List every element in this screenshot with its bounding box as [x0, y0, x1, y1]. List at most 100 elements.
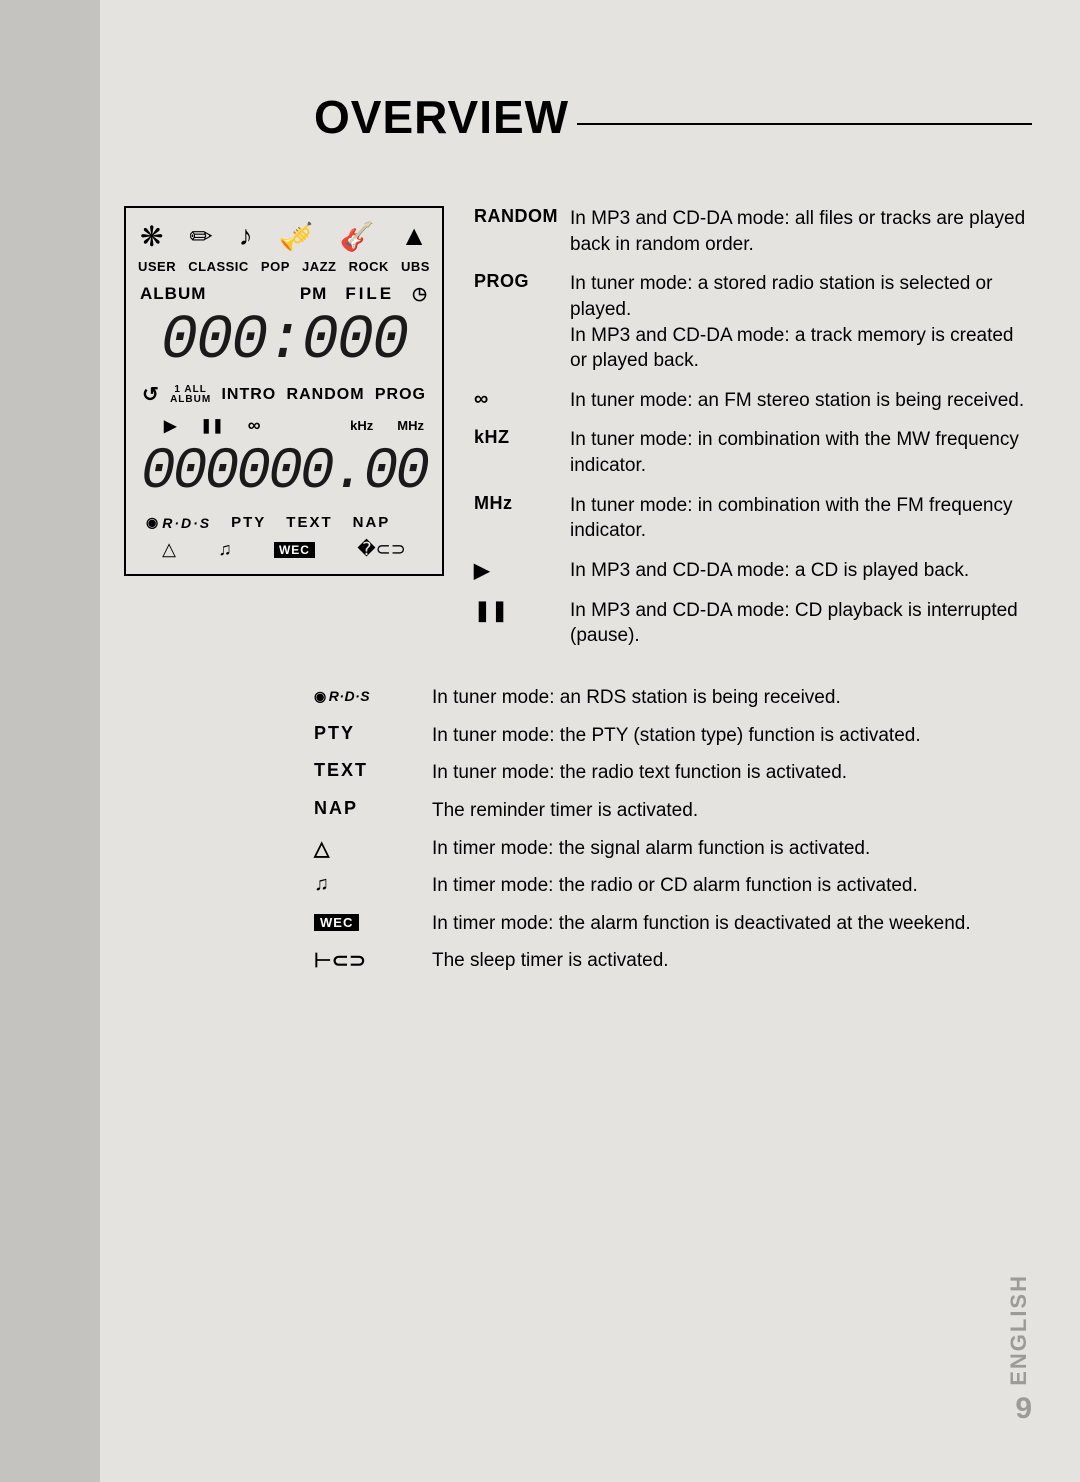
label-nap: NAP [353, 514, 391, 531]
title-rule [577, 123, 1032, 125]
wec-badge: WEC [314, 914, 359, 931]
def-lower-desc: In timer mode: the alarm function is dea… [432, 911, 1032, 937]
def-lower-row: ♫In timer mode: the radio or CD alarm fu… [314, 873, 1032, 899]
def-right-desc: In MP3 and CD-DA mode: CD playback is in… [570, 598, 1032, 649]
bell-icon: △ [162, 539, 176, 560]
segment-time: 000:000 [136, 308, 432, 378]
lcd-eq-labels: USER CLASSIC POP JAZZ ROCK UBS [136, 259, 432, 284]
eq-user-icon: ❋ [140, 220, 163, 253]
def-right-term: ∞ [474, 388, 570, 414]
def-lower-desc: In timer mode: the signal alarm function… [432, 836, 1032, 862]
def-lower-row: TEXTIn tuner mode: the radio text functi… [314, 760, 1032, 786]
label-pm: PM [300, 284, 328, 304]
footer-language: ENGLISH [1006, 1274, 1032, 1386]
def-right-desc: In tuner mode: an FM stereo station is b… [570, 388, 1032, 414]
definitions-lower: R·D·S In tuner mode: an RDS station is be… [314, 685, 1032, 974]
label-mhz: MHz [397, 418, 424, 433]
def-lower-desc: In tuner mode: the PTY (station type) fu… [432, 723, 1032, 749]
repeat-stack: 1 ALL ALBUM [170, 385, 211, 405]
footer-page-number: 9 [1006, 1392, 1032, 1426]
label-khz: kHz [350, 418, 373, 433]
definitions-right: RANDOMIn MP3 and CD-DA mode: all files o… [474, 206, 1032, 663]
def-right-row: ❚❚In MP3 and CD-DA mode: CD playback is … [474, 598, 1032, 649]
def-lower-row: ⊢⊂⊃The sleep timer is activated. [314, 948, 1032, 974]
lcd-display: ❋ ✏ ♪ 🎺 🎸 ▲ USER CLASSIC POP JAZZ ROCK U… [124, 206, 444, 576]
def-right-row: PROGIn tuner mode: a stored radio statio… [474, 271, 1032, 374]
def-lower-desc: In tuner mode: the radio text function i… [432, 760, 1032, 786]
page-footer: ENGLISH 9 [1006, 1274, 1032, 1426]
def-lower-desc: The reminder timer is activated. [432, 798, 1032, 824]
label-user: USER [138, 259, 176, 274]
def-right-desc: In MP3 and CD-DA mode: all files or trac… [570, 206, 1032, 257]
def-lower-term: PTY [314, 723, 432, 749]
def-lower-term: NAP [314, 798, 432, 824]
label-ubs: UBS [401, 259, 430, 274]
lcd-play-row: ▶ ❚❚ ∞ kHz MHz [136, 415, 432, 442]
rds-icon: R·D·S [146, 514, 211, 531]
def-right-row: ∞In tuner mode: an FM stereo station is … [474, 388, 1032, 414]
def-lower-desc: In tuner mode: an RDS station is being r… [432, 685, 1032, 711]
label-prog: PROG [375, 386, 426, 404]
def-lower-row: NAPThe reminder timer is activated. [314, 798, 1032, 824]
def-right-term: RANDOM [474, 206, 570, 257]
def-right-desc: In tuner mode: in combination with the F… [570, 493, 1032, 544]
label-intro: INTRO [221, 386, 276, 404]
def-lower-term: WEC [314, 911, 432, 937]
page-title: OVERVIEW [314, 90, 569, 144]
label-random: RANDOM [287, 386, 365, 404]
segment-freq: 000000.00 [136, 442, 432, 508]
def-lower-term: R·D·S [314, 685, 432, 711]
def-right-desc: In MP3 and CD-DA mode: a CD is played ba… [570, 558, 1032, 584]
play-icon: ▶ [164, 416, 176, 436]
repeat-icon: ↺ [142, 382, 160, 407]
eq-jazz-icon: 🎺 [279, 220, 314, 253]
def-right-term: kHZ [474, 427, 570, 478]
def-right-term: MHz [474, 493, 570, 544]
lcd-wrap: ❋ ✏ ♪ 🎺 🎸 ▲ USER CLASSIC POP JAZZ ROCK U… [124, 206, 444, 663]
label-pop: POP [261, 259, 290, 274]
stereo-icon: ∞ [248, 415, 261, 436]
label-text: TEXT [286, 514, 332, 531]
page-body: OVERVIEW ❋ ✏ ♪ 🎺 🎸 ▲ USER CLASSIC POP J [100, 0, 1080, 1482]
rds-icon: R·D·S [314, 688, 370, 705]
def-lower-row: △In timer mode: the signal alarm functio… [314, 836, 1032, 862]
eq-classic-icon: ✏ [189, 220, 212, 253]
def-lower-term: △ [314, 836, 432, 862]
def-right-desc: In tuner mode: in combination with the M… [570, 427, 1032, 478]
label-file: FILE [345, 284, 394, 304]
wec-badge: WEC [274, 542, 315, 558]
def-lower-term: ♫ [314, 873, 432, 899]
clock-icon: ◷ [412, 284, 428, 304]
lcd-rds-row: R·D·S PTY TEXT NAP [136, 508, 432, 539]
def-right-row: MHzIn tuner mode: in combination with th… [474, 493, 1032, 544]
def-lower-row: WEC In timer mode: the alarm function is … [314, 911, 1032, 937]
label-pty: PTY [231, 514, 266, 531]
def-lower-term: TEXT [314, 760, 432, 786]
eq-rock-icon: 🎸 [339, 220, 374, 253]
label-jazz: JAZZ [302, 259, 337, 274]
label-all: ALL [184, 384, 206, 395]
title-row: OVERVIEW [314, 90, 1032, 144]
def-right-term: ❚❚ [474, 598, 570, 649]
lcd-icon-row: ❋ ✏ ♪ 🎺 🎸 ▲ [136, 218, 432, 259]
left-margin-bar [0, 0, 100, 1482]
def-lower-term: ⊢⊂⊃ [314, 948, 432, 974]
def-right-term: PROG [474, 271, 570, 374]
def-lower-row: PTYIn tuner mode: the PTY (station type)… [314, 723, 1032, 749]
def-right-row: ▶In MP3 and CD-DA mode: a CD is played b… [474, 558, 1032, 584]
lcd-mode-row: ↺ 1 ALL ALBUM INTRO RANDOM PROG [136, 378, 432, 415]
eq-pop-icon: ♪ [239, 220, 253, 253]
label-classic: CLASSIC [188, 259, 249, 274]
def-lower-desc: In timer mode: the radio or CD alarm fun… [432, 873, 1032, 899]
def-lower-row: R·D·S In tuner mode: an RDS station is be… [314, 685, 1032, 711]
def-lower-desc: The sleep timer is activated. [432, 948, 1032, 974]
content-columns: ❋ ✏ ♪ 🎺 🎸 ▲ USER CLASSIC POP JAZZ ROCK U… [124, 206, 1032, 663]
eq-ubs-icon: ▲ [400, 220, 428, 253]
label-album: ALBUM [140, 284, 206, 304]
label-rock: ROCK [349, 259, 389, 274]
def-right-desc: In tuner mode: a stored radio station is… [570, 271, 1032, 374]
def-right-row: RANDOMIn MP3 and CD-DA mode: all files o… [474, 206, 1032, 257]
lcd-timer-row: △ ♫ WEC �⊂⊃ [136, 539, 432, 560]
label-one: 1 [174, 384, 181, 395]
def-right-term: ▶ [474, 558, 570, 584]
